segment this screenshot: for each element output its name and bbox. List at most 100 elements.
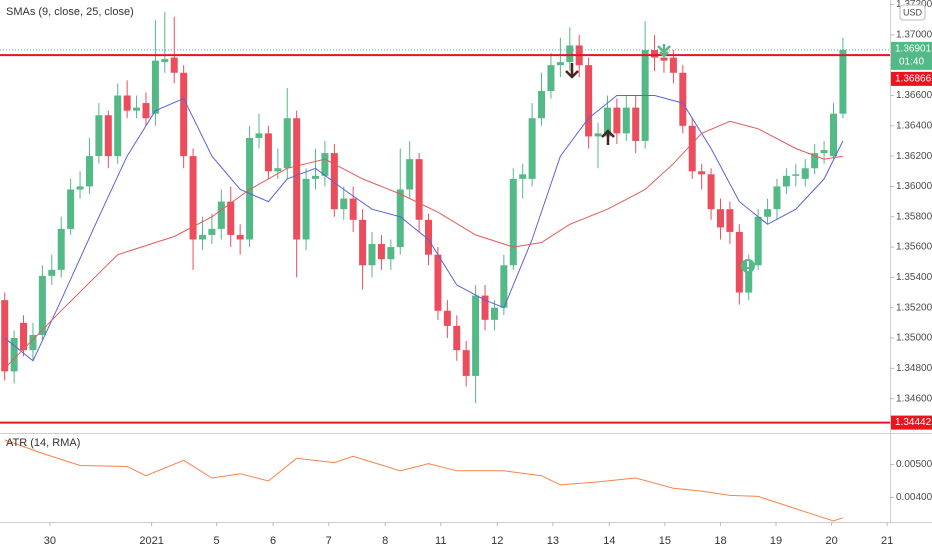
candle-body bbox=[170, 57, 178, 73]
candle-body bbox=[236, 234, 244, 240]
x-tick-label: 15 bbox=[659, 535, 671, 547]
level-label: 1.36866 bbox=[895, 74, 932, 85]
candle-body bbox=[745, 262, 753, 293]
indicator-line bbox=[4, 439, 844, 522]
candle-body bbox=[95, 115, 103, 157]
candle-body bbox=[472, 295, 480, 376]
y-tick-label: 1.35000 bbox=[896, 333, 932, 344]
candle-body bbox=[321, 153, 329, 176]
alert-icon bbox=[741, 259, 755, 273]
x-tick-label: 12 bbox=[491, 535, 503, 547]
candle-body bbox=[349, 198, 357, 220]
last-price-label: 1.36901 bbox=[895, 44, 932, 55]
x-tick-label: 2021 bbox=[139, 535, 163, 547]
candle-body bbox=[481, 295, 489, 320]
candle-body bbox=[104, 115, 112, 157]
candle-body bbox=[20, 322, 28, 351]
level-label: 1.34442 bbox=[895, 417, 932, 428]
candle-body bbox=[217, 201, 225, 229]
candle-body bbox=[519, 174, 527, 179]
candle-body bbox=[726, 209, 734, 232]
candle-body bbox=[651, 50, 659, 58]
candle-body bbox=[613, 107, 621, 134]
candle-body bbox=[198, 234, 206, 240]
x-tick-label: 30 bbox=[44, 535, 56, 547]
candle-body bbox=[312, 175, 320, 179]
candle-body bbox=[811, 153, 819, 169]
x-tick-label: 14 bbox=[603, 535, 615, 547]
x-tick-label: 11 bbox=[435, 535, 446, 547]
y-tick-label: 1.36200 bbox=[896, 151, 932, 162]
candle-body bbox=[293, 118, 301, 240]
y-tick-label: 1.34600 bbox=[896, 393, 932, 404]
candle-body bbox=[57, 228, 65, 270]
y-tick-label: 1.35200 bbox=[896, 302, 932, 313]
x-tick-label: 7 bbox=[326, 535, 332, 547]
candle-body bbox=[622, 107, 630, 134]
x-tick-label: 18 bbox=[714, 535, 726, 547]
indicator-title: ATR (14, RMA) bbox=[6, 437, 80, 449]
candle-body bbox=[528, 118, 536, 179]
currency-label: USD bbox=[903, 7, 923, 17]
y-tick-label: 1.35800 bbox=[896, 211, 932, 222]
candle-body bbox=[246, 137, 254, 240]
x-tick-label: 20 bbox=[825, 535, 837, 547]
signal-down bbox=[565, 63, 579, 79]
candle-body bbox=[264, 133, 272, 172]
candle-body bbox=[453, 325, 461, 351]
candle-body bbox=[255, 133, 263, 138]
candle-body bbox=[773, 186, 781, 210]
candle-body bbox=[490, 307, 498, 320]
candle-body bbox=[434, 254, 442, 311]
candle-body bbox=[585, 65, 593, 137]
candle-body bbox=[425, 219, 433, 255]
candle-body bbox=[29, 334, 37, 351]
candle-body bbox=[76, 186, 84, 190]
candle-body bbox=[792, 174, 800, 176]
candle-body bbox=[359, 219, 367, 266]
candle-body bbox=[669, 57, 677, 73]
moving-average bbox=[4, 95, 844, 362]
candle-body bbox=[38, 275, 46, 335]
y-tick-label: 1.36400 bbox=[896, 120, 932, 131]
candle-body bbox=[716, 209, 724, 228]
candle-body bbox=[538, 90, 546, 119]
y-tick-label: 0.00400 bbox=[896, 492, 932, 503]
currency-button[interactable] bbox=[899, 4, 926, 21]
candle-body bbox=[387, 247, 395, 260]
candle-body bbox=[839, 50, 847, 114]
last-price-box bbox=[891, 41, 932, 70]
level-box bbox=[891, 71, 932, 86]
candle-body bbox=[443, 310, 451, 326]
candle-body bbox=[547, 65, 555, 91]
y-tick-label: 0.00500 bbox=[896, 459, 932, 470]
candle-body bbox=[142, 103, 150, 119]
candle-body bbox=[151, 60, 159, 114]
y-tick-label: 1.35600 bbox=[896, 242, 932, 253]
candle-body bbox=[302, 178, 310, 240]
candle-body bbox=[189, 156, 197, 240]
candle-body bbox=[829, 113, 837, 157]
candle-body bbox=[688, 125, 696, 172]
y-tick-label: 1.34800 bbox=[896, 363, 932, 374]
candle-body bbox=[133, 107, 141, 111]
signal-green bbox=[657, 44, 671, 58]
candle-body bbox=[594, 133, 602, 137]
y-tick-label: 1.36600 bbox=[896, 90, 932, 101]
x-tick-label: 13 bbox=[547, 535, 559, 547]
x-tick-label: 5 bbox=[214, 535, 220, 547]
candle-body bbox=[114, 95, 122, 157]
candle-body bbox=[415, 159, 423, 220]
candle-body bbox=[462, 350, 470, 376]
candle-body bbox=[764, 209, 772, 217]
y-tick-label: 1.35400 bbox=[896, 272, 932, 283]
candle-body bbox=[566, 45, 574, 63]
x-tick-label: 21 bbox=[881, 535, 893, 547]
candle-body bbox=[500, 265, 508, 308]
candle-body bbox=[368, 244, 376, 266]
y-tick-label: 1.36000 bbox=[896, 181, 932, 192]
signal-up bbox=[601, 129, 615, 145]
candle-body bbox=[123, 95, 131, 111]
